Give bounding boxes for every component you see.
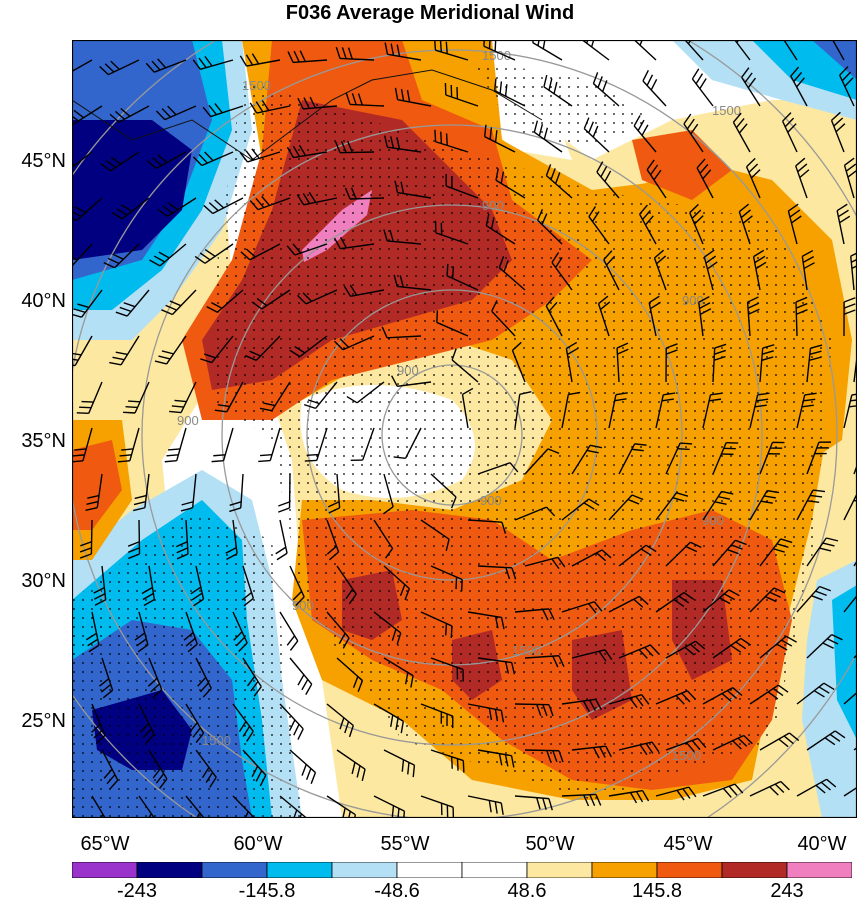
colorbar-label: -48.6: [374, 880, 420, 902]
lat-tick-35: 35°N: [0, 430, 66, 452]
chart-title: F036 Average Meridional Wind: [0, 0, 860, 26]
contour-label: 1500: [482, 48, 511, 63]
lat-tick-45: 45°N: [0, 150, 66, 172]
colorbar-swatch: [332, 862, 397, 878]
contour-label: 900: [397, 363, 419, 378]
colorbar-label: -145.8: [239, 880, 296, 902]
colorbar-swatch: [787, 862, 852, 878]
colorbar-swatch: [137, 862, 202, 878]
lon-tick-45: 45°W: [663, 833, 712, 855]
contour-label: 1500: [512, 643, 541, 658]
contour-label: 900: [682, 293, 704, 308]
lon-tick-40: 40°W: [797, 833, 846, 855]
wind-map: 1500 1500 1500 900 900 900 900 900 900 9…: [72, 40, 857, 818]
lon-tick-60: 60°W: [233, 833, 282, 855]
contour-label: 1500: [242, 78, 271, 93]
lon-tick-50: 50°W: [525, 833, 574, 855]
lon-tick-65: 65°W: [80, 833, 129, 855]
contour-label: 1500: [202, 733, 231, 748]
colorbar-swatch: [527, 862, 592, 878]
lat-tick-25: 25°N: [0, 710, 66, 732]
colorbar-swatch: [72, 862, 137, 878]
colorbar-swatch: [592, 862, 657, 878]
contour-label: 900: [482, 198, 504, 213]
colorbar-label: 145.8: [632, 880, 682, 902]
contour-label: 900: [292, 598, 314, 613]
colorbar-swatch: [267, 862, 332, 878]
colorbar-label: 48.6: [508, 880, 547, 902]
contour-label: 1500: [672, 748, 701, 763]
lat-tick-30: 30°N: [0, 570, 66, 592]
colorbar-label: -243: [117, 880, 157, 902]
contour-label: 900: [480, 493, 502, 508]
lat-tick-40: 40°N: [0, 290, 66, 312]
colorbar-swatch: [657, 862, 722, 878]
colorbar-swatch: [202, 862, 267, 878]
contour-label: 1500: [712, 103, 741, 118]
colorbar-swatch: [462, 862, 527, 878]
colorbar-label: 243: [770, 880, 803, 902]
colorbar-swatch: [397, 862, 462, 878]
lon-tick-55: 55°W: [380, 833, 429, 855]
contour-label: 900: [177, 413, 199, 428]
colorbar: [72, 862, 852, 878]
colorbar-swatch: [722, 862, 787, 878]
